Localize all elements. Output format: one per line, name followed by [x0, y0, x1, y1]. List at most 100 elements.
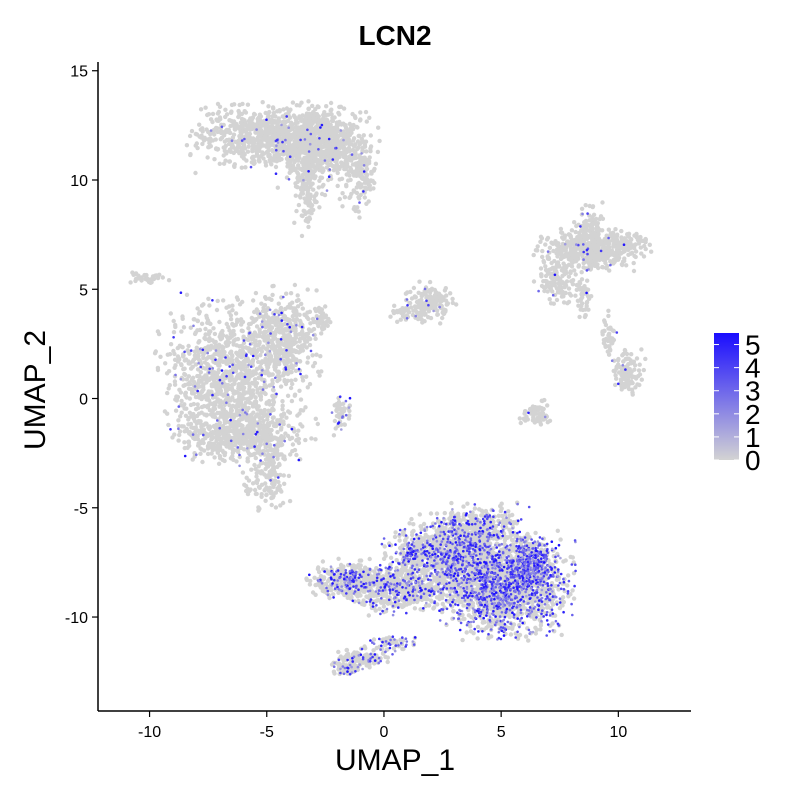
- cell-point: [226, 325, 231, 330]
- cell-point: [269, 427, 274, 433]
- cell-point: [398, 317, 403, 322]
- cell-point: [176, 423, 181, 429]
- cell-point: [217, 384, 222, 389]
- cell-point: [359, 136, 364, 141]
- cell-point: [229, 413, 234, 419]
- cell-point: [247, 400, 252, 405]
- cell-point: [281, 313, 286, 318]
- cell-point: [299, 301, 304, 307]
- cell-point: [194, 345, 199, 350]
- cell-point: [366, 158, 372, 164]
- cell-point: [248, 321, 253, 326]
- cell-point: [216, 461, 222, 466]
- cell-point: [232, 164, 237, 169]
- cell-point: [272, 332, 278, 337]
- cell-point: [303, 437, 308, 443]
- cell-point: [228, 316, 234, 322]
- cell-point: [287, 115, 293, 120]
- cell-point: [166, 422, 171, 428]
- cell-point: [226, 433, 231, 438]
- cell-point: [190, 375, 196, 380]
- cell-point: [168, 311, 173, 316]
- cell-point: [255, 390, 260, 395]
- cell-point: [410, 312, 416, 318]
- cell-point: [242, 109, 247, 114]
- cell-point: [179, 329, 184, 334]
- cell-point: [203, 326, 208, 332]
- cell-point: [319, 331, 324, 336]
- cell-point: [266, 371, 271, 376]
- cell-point: [297, 411, 302, 416]
- cell-point: [248, 118, 253, 123]
- cell-point: [405, 308, 410, 313]
- cell-point: [273, 114, 278, 119]
- cell-point: [179, 362, 184, 367]
- cell-point: [439, 294, 445, 299]
- cell-point: [581, 260, 586, 266]
- cell-point: [219, 440, 224, 445]
- cell-point: [620, 236, 625, 241]
- cell-point: [275, 430, 280, 435]
- cell-point: [303, 114, 309, 119]
- cell-point: [624, 379, 630, 384]
- cell-point: [573, 254, 579, 259]
- cell-point: [184, 426, 189, 432]
- cell-point: [249, 467, 254, 472]
- cell-point: [171, 330, 177, 335]
- cell-point: [580, 253, 585, 258]
- cell-point: [289, 435, 295, 441]
- cell-point: [234, 438, 239, 443]
- cell-point: [165, 390, 170, 396]
- cell-point: [298, 178, 303, 183]
- cell-point: [318, 165, 323, 171]
- cell-point: [347, 413, 352, 418]
- cell-point: [213, 427, 219, 433]
- cell-point: [294, 117, 299, 123]
- cell-point: [343, 158, 348, 163]
- cell-point: [270, 120, 275, 125]
- cell-point: [317, 205, 322, 210]
- cell-point: [210, 111, 216, 117]
- cell-point: [257, 339, 262, 345]
- cell-point: [263, 444, 268, 450]
- cell-point: [281, 152, 286, 157]
- cell-point: [172, 357, 178, 362]
- cell-point: [337, 196, 342, 202]
- cell-point: [251, 381, 256, 386]
- cell-point: [215, 126, 220, 131]
- cell-point: [547, 245, 553, 250]
- cell-point: [200, 126, 205, 131]
- cell-point: [361, 133, 366, 138]
- cell-point: [347, 139, 352, 145]
- cell-point: [312, 194, 317, 199]
- cell-point: [346, 178, 351, 183]
- cell-point: [210, 409, 215, 414]
- cell-point: [641, 238, 646, 244]
- cell-point: [282, 361, 288, 366]
- cell-point: [300, 187, 306, 193]
- cell-point: [200, 141, 205, 147]
- cell-point: [601, 340, 607, 346]
- cell-point: [296, 436, 301, 442]
- cell-point: [627, 243, 632, 249]
- cell-point: [284, 328, 289, 333]
- cell-point: [302, 159, 307, 164]
- cell-point: [183, 393, 188, 398]
- cell-point: [631, 359, 637, 364]
- cell-point: [208, 401, 213, 406]
- cell-point: [170, 435, 175, 440]
- cell-point: [195, 402, 200, 407]
- cell-point: [239, 165, 244, 170]
- cell-point: [276, 340, 281, 345]
- cell-point: [300, 332, 305, 337]
- cell-point: [270, 372, 275, 377]
- cell-point: [258, 353, 263, 358]
- cell-point: [222, 458, 227, 464]
- cell-point: [344, 150, 349, 155]
- cell-point: [538, 266, 544, 271]
- cell-point: [295, 293, 300, 298]
- cell-point: [278, 436, 283, 441]
- cell-point: [434, 308, 440, 313]
- cell-point: [215, 101, 221, 107]
- cell-point: [246, 451, 252, 456]
